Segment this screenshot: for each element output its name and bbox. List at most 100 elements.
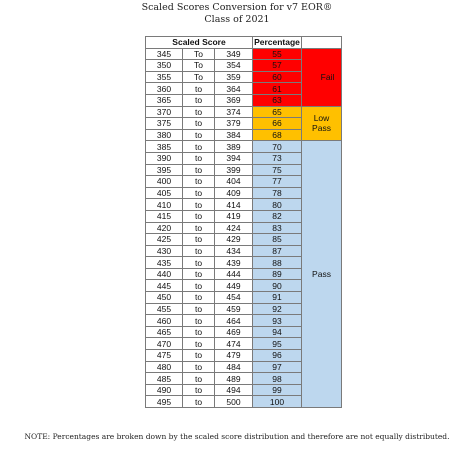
score-high-cell: 479 (214, 349, 253, 362)
score-high-cell: 459 (214, 302, 253, 316)
footnote: NOTE: Percentages are broken down by the… (24, 432, 450, 441)
band-fail-label: Fail (320, 72, 335, 83)
score-low-cell: 440 (145, 267, 183, 281)
table-row: 495 to 500 100 (145, 395, 342, 408)
percentage-cell: 87 (252, 244, 302, 258)
percentage-cell: 70 (252, 140, 302, 153)
score-to-cell: to (182, 372, 215, 385)
score-low-cell: 460 (145, 314, 183, 327)
score-to-cell: to (182, 325, 215, 339)
score-low-cell: 355 (145, 70, 183, 84)
score-high-cell: 399 (214, 163, 253, 177)
percentage-cell: 100 (252, 395, 302, 408)
score-low-cell: 490 (145, 383, 183, 397)
percentage-cell: 92 (252, 302, 302, 316)
score-low-cell: 435 (145, 256, 183, 269)
score-low-cell: 425 (145, 233, 183, 246)
score-to-cell: to (182, 186, 215, 200)
table-row: 385 to 389 70 Pass (145, 140, 342, 408)
percentage-cell: 57 (252, 59, 302, 72)
score-to-cell: to (182, 244, 215, 258)
score-high-cell: 374 (214, 105, 253, 119)
score-low-cell: 360 (145, 82, 183, 95)
score-high-cell: 494 (214, 383, 253, 397)
score-low-cell: 385 (145, 140, 183, 153)
percentage-cell: 95 (252, 337, 302, 351)
score-low-cell: 400 (145, 175, 183, 188)
score-to-cell: To (182, 59, 215, 72)
score-to-cell: to (182, 163, 215, 177)
score-low-cell: 495 (145, 395, 183, 408)
score-to-cell: to (182, 82, 215, 95)
percentage-cell: 68 (252, 128, 302, 142)
percentage-cell: 77 (252, 175, 302, 188)
score-high-cell: 389 (214, 140, 253, 153)
score-to-cell: To (182, 70, 215, 84)
table-row: 415 to 419 82 (145, 209, 342, 223)
score-to-cell: to (182, 128, 215, 142)
score-high-cell: 349 (214, 47, 253, 61)
score-to-cell: to (182, 360, 215, 374)
percentage-cell: 80 (252, 198, 302, 211)
percentage-cell: 73 (252, 151, 302, 165)
score-to-cell: To (182, 47, 215, 61)
score-low-cell: 405 (145, 186, 183, 200)
score-low-cell: 380 (145, 128, 183, 142)
score-low-cell: 480 (145, 360, 183, 374)
percentage-cell: 66 (252, 117, 302, 130)
score-high-cell: 354 (214, 59, 253, 72)
score-low-cell: 420 (145, 221, 183, 235)
score-high-cell: 439 (214, 256, 253, 269)
table-row: 440 to 444 89 (145, 267, 342, 281)
score-to-cell: to (182, 221, 215, 235)
page-subtitle: Class of 2021 (204, 14, 270, 25)
table-row: 435 to 439 88 (145, 256, 342, 269)
score-to-cell: to (182, 279, 215, 293)
score-to-cell: to (182, 349, 215, 362)
percentage-cell: 99 (252, 383, 302, 397)
percentage-cell: 98 (252, 372, 302, 385)
percentage-cell: 78 (252, 186, 302, 200)
table-row: 365 to 369 63 (145, 93, 342, 107)
score-to-cell: to (182, 337, 215, 351)
score-to-cell: to (182, 209, 215, 223)
score-low-cell: 445 (145, 279, 183, 293)
score-to-cell: to (182, 256, 215, 269)
score-to-cell: to (182, 395, 215, 408)
score-low-cell: 365 (145, 93, 183, 107)
score-low-cell: 345 (145, 47, 183, 61)
percentage-cell: 55 (252, 47, 302, 61)
score-high-cell: 474 (214, 337, 253, 351)
table-row: 360 to 364 61 (145, 82, 342, 95)
header-row: Scaled Score Percentage (145, 36, 342, 49)
band-pass: Pass (301, 140, 342, 408)
score-to-cell: to (182, 383, 215, 397)
score-to-cell: to (182, 140, 215, 153)
score-high-cell: 404 (214, 175, 253, 188)
score-to-cell: to (182, 117, 215, 130)
score-to-cell: to (182, 151, 215, 165)
score-high-cell: 500 (214, 395, 253, 408)
score-high-cell: 484 (214, 360, 253, 374)
score-high-cell: 379 (214, 117, 253, 130)
score-to-cell: to (182, 233, 215, 246)
score-high-cell: 424 (214, 221, 253, 235)
band-low-pass-label-line1: Low (313, 113, 330, 124)
score-high-cell: 429 (214, 233, 253, 246)
score-high-cell: 469 (214, 325, 253, 339)
percentage-cell: 75 (252, 163, 302, 177)
score-low-cell: 350 (145, 59, 183, 72)
score-to-cell: to (182, 314, 215, 327)
score-low-cell: 470 (145, 337, 183, 351)
score-low-cell: 455 (145, 302, 183, 316)
score-low-cell: 390 (145, 151, 183, 165)
band-low-pass-label-line2: Pass (312, 123, 331, 134)
score-to-cell: to (182, 198, 215, 211)
score-low-cell: 450 (145, 291, 183, 304)
score-to-cell: to (182, 105, 215, 119)
percentage-cell: 85 (252, 233, 302, 246)
table-row: 375 to 379 66 (145, 117, 342, 130)
table-row: 425 to 429 85 (145, 233, 342, 246)
score-to-cell: to (182, 267, 215, 281)
percentage-cell: 91 (252, 291, 302, 304)
